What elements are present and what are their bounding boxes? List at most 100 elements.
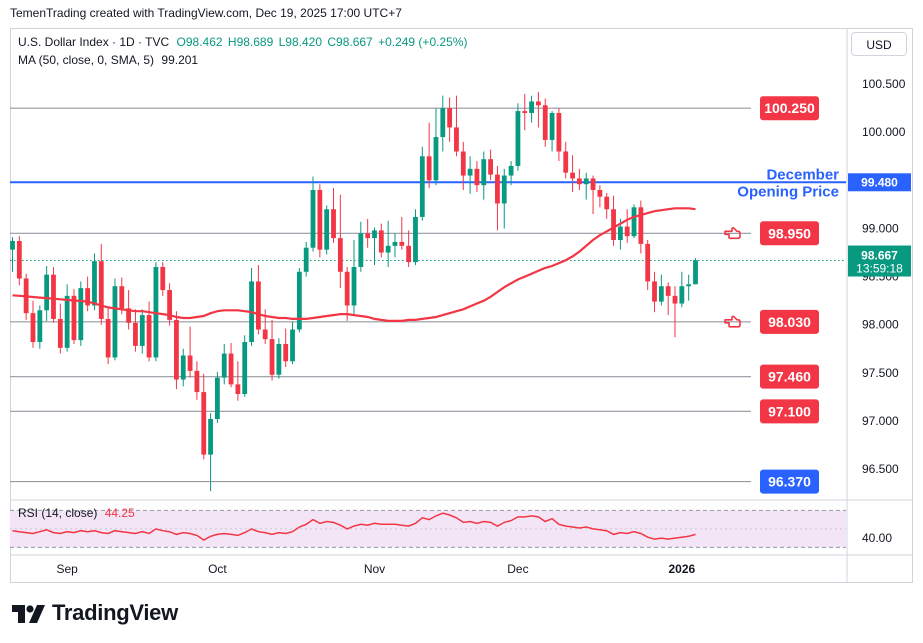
candle-body [351, 266, 357, 306]
candle-body [57, 318, 63, 348]
candle-body [358, 233, 364, 267]
candle-body [174, 319, 179, 380]
last-price-countdown: 13:59:18 [856, 262, 903, 276]
level-label: 96.370 [768, 474, 811, 490]
candle-body [536, 101, 541, 106]
price-tick-label: 96.500 [862, 462, 899, 476]
price-tick-label: 100.000 [862, 125, 906, 139]
level-label-box [760, 221, 819, 246]
ma-line [12, 207, 696, 322]
candle-body [235, 384, 241, 394]
candle-body [139, 315, 145, 346]
candle-body [679, 286, 685, 304]
chart-attribution: TemenTrading created with TradingView.co… [10, 6, 402, 20]
candle-body [481, 159, 487, 186]
candle-body [112, 286, 118, 358]
candle-body [522, 111, 528, 114]
rsi-legend-label: RSI (14, close) [18, 506, 98, 520]
candle-body [119, 286, 125, 309]
candle-body [10, 240, 15, 250]
level-label-box [760, 399, 819, 424]
candle-body [419, 156, 425, 217]
candle-body [303, 247, 309, 272]
candle-body [652, 281, 657, 302]
candle-body [317, 189, 323, 250]
candle-body [597, 189, 603, 197]
candle-body [426, 156, 432, 181]
candle-body [488, 159, 493, 175]
candle-body [167, 290, 172, 320]
opening-price-axis-box [848, 173, 911, 192]
tradingview-logo[interactable]: TradingView [12, 598, 178, 628]
candle-body [556, 113, 562, 152]
candle-body [180, 355, 186, 380]
time-tick-label: Sep [56, 562, 78, 576]
ohlc-low-label: L [278, 35, 286, 49]
candle-body [385, 245, 391, 253]
candle-body [255, 281, 261, 330]
price-tick-label: 97.000 [862, 414, 899, 428]
last-price-axis-label: 98.667 [861, 249, 898, 263]
price-grid [10, 28, 913, 583]
ma-legend-label: MA (50, close, 0, SMA, 5) [18, 53, 155, 67]
last-price-axis-box [848, 245, 911, 277]
candle-body [276, 343, 282, 375]
level-label-box [760, 309, 819, 334]
candle-body [399, 241, 405, 246]
candle-body [583, 178, 589, 185]
candle-body [665, 286, 671, 296]
candle-body [658, 286, 664, 302]
horizontal-levels: 100.250 98.950 98.030 97.460 97.100 96.370 [10, 96, 846, 494]
candle-body [85, 288, 91, 306]
level-label: 98.950 [768, 225, 811, 241]
candle-body [30, 313, 36, 343]
candle-body [126, 308, 132, 323]
candle-body [495, 174, 500, 204]
candle-body [693, 260, 698, 285]
candle-body [92, 261, 97, 306]
candle-body [221, 353, 227, 378]
opening-annotation-line1: December [766, 166, 839, 183]
candle-body [638, 207, 644, 244]
currency-button[interactable]: USD [851, 32, 907, 56]
price-axis[interactable]: 100.500100.00099.50099.00098.50098.00097… [848, 77, 911, 545]
moving-average-series [12, 207, 696, 322]
candle-body [515, 111, 521, 166]
time-tick-label: 2026 [668, 562, 695, 576]
rsi-line [12, 512, 696, 541]
candle-body [133, 322, 138, 346]
candle-body [590, 178, 596, 190]
tradingview-logo-text: TradingView [52, 600, 178, 625]
ma-legend-value: 99.201 [161, 53, 199, 67]
price-tick-label: 97.500 [862, 366, 899, 380]
candle-body [570, 172, 575, 179]
candle-body [194, 370, 200, 393]
rsi-legend[interactable]: RSI (14, close) 44.25 [18, 506, 135, 520]
symbol-legend[interactable]: U.S. Dollar Index · 1D · TVC O98.462 H98… [18, 35, 467, 49]
candle-body [440, 108, 446, 138]
candle-body [146, 315, 152, 358]
candle-body [563, 151, 569, 173]
candle-body [365, 233, 371, 239]
ma-legend[interactable]: MA (50, close, 0, SMA, 5) 99.201 [18, 53, 198, 67]
tradingview-logo-icon [12, 605, 45, 623]
ohlc-low: 98.420 [285, 35, 322, 49]
candle-body [242, 342, 248, 394]
candle-body [310, 189, 316, 248]
time-axis[interactable]: Sep Oct Nov Dec 2026 [56, 562, 695, 576]
candle-body [208, 419, 213, 455]
candle-body [672, 295, 678, 304]
candle-body [624, 226, 630, 237]
candle-body [262, 329, 268, 340]
candle-body [228, 353, 234, 385]
time-tick-label: Oct [208, 562, 227, 576]
candle-body [617, 226, 623, 241]
opening-price-axis-label: 99.480 [861, 175, 898, 189]
candle-body [406, 245, 412, 263]
candle-body [454, 127, 459, 152]
candle-body [645, 243, 651, 282]
candle-body [160, 266, 166, 291]
candle-body [576, 178, 582, 185]
candlestick-series [10, 91, 698, 492]
